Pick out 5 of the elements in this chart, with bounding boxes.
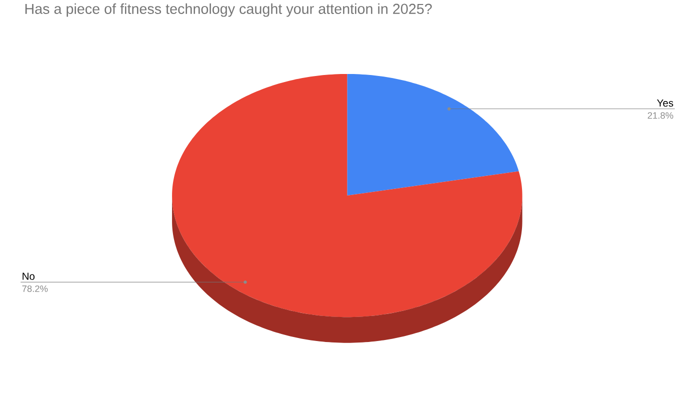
data-label: 78.2% — [22, 286, 48, 292]
chart-title: Has a piece of fitness technology caught your attention in 2025? — [25, 4, 432, 17]
slice-label: No — [22, 272, 35, 280]
data-label: 21.8% — [648, 112, 674, 119]
slice-label: Yes — [657, 100, 674, 107]
